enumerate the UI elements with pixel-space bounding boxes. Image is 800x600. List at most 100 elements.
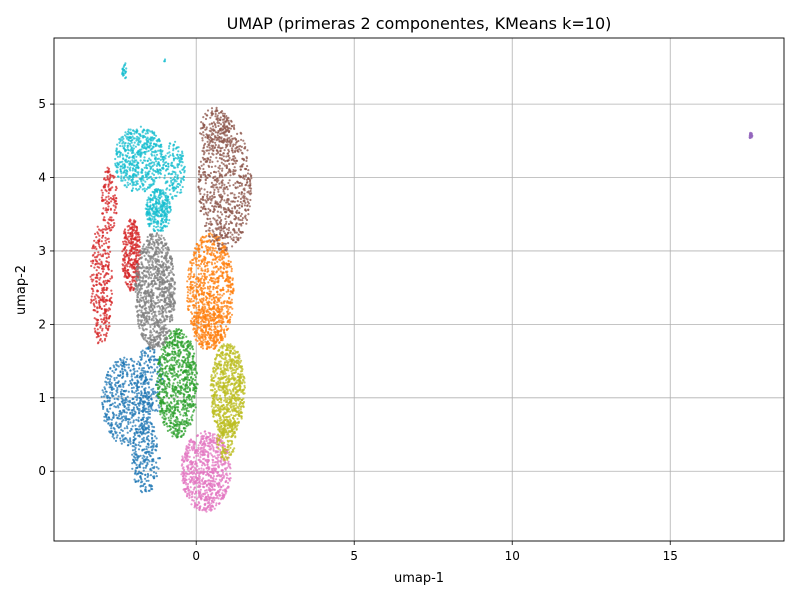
cluster-2-point (168, 365, 171, 368)
cluster-0-point (153, 475, 156, 478)
cluster-5-point (243, 147, 246, 150)
cluster-0-point (147, 479, 150, 482)
cluster-5-point (226, 119, 229, 122)
cluster-0-point (132, 413, 135, 416)
cluster-3-point (94, 232, 97, 235)
cluster-2-point (173, 404, 176, 407)
cluster-5-point (239, 214, 242, 218)
cluster-3-point (105, 316, 108, 320)
cluster-1-point (195, 320, 198, 323)
cluster-3-point (106, 260, 109, 263)
cluster-5-point (200, 206, 203, 209)
cluster-3-point (114, 200, 118, 203)
cluster-5-point (244, 184, 247, 187)
cluster-2-point (182, 383, 185, 386)
cluster-5-point (242, 139, 245, 142)
cluster-0-point (133, 360, 136, 363)
cluster-5-point (213, 179, 216, 182)
cluster-0-point (109, 397, 112, 400)
cluster-5-point (218, 172, 221, 175)
cluster-5-point (233, 166, 236, 169)
cluster-2-point (180, 329, 183, 332)
cluster-3-point (107, 184, 110, 187)
cluster-2-point (184, 383, 187, 386)
cluster-0-point (119, 359, 122, 362)
cluster-0-point (116, 404, 119, 407)
cluster-3-point (101, 244, 104, 247)
cluster-2-point (170, 372, 173, 375)
cluster-0-point (117, 360, 120, 363)
cluster-6-point (188, 478, 191, 481)
cluster-5-point (215, 205, 218, 208)
cluster-5-point (225, 173, 228, 176)
cluster-5-point (240, 205, 244, 208)
cluster-5-point (235, 217, 238, 220)
cluster-1-point (226, 266, 229, 269)
cluster-5-point (224, 143, 228, 146)
cluster-3-point (113, 208, 116, 212)
cluster-5-point (238, 184, 241, 188)
cluster-1-point (206, 267, 209, 271)
cluster-1-point (191, 280, 194, 283)
cluster-1-point (216, 301, 219, 304)
cluster-0-point (145, 347, 148, 350)
cluster-5-point (207, 198, 210, 202)
cluster-3-point (129, 245, 132, 248)
cluster-0-point (146, 382, 149, 385)
cluster-1-point (217, 284, 220, 287)
cluster-2-point (192, 368, 195, 371)
cluster-3-point (104, 178, 107, 182)
cluster-0-point (143, 354, 146, 357)
cluster-5-point (204, 179, 207, 182)
cluster-0-point (109, 367, 112, 370)
cluster-2-point (167, 397, 171, 400)
cluster-5-point (240, 182, 244, 185)
cluster-5-point (204, 112, 207, 115)
cluster-3-point (100, 284, 103, 287)
cluster-0-point (116, 416, 119, 419)
cluster-2-point (172, 347, 175, 350)
cluster-5-point (242, 188, 245, 191)
cluster-5-point (209, 172, 212, 175)
cluster-5-point (226, 152, 229, 155)
cluster-5-point (223, 116, 226, 119)
cluster-5-point (220, 199, 223, 202)
cluster-0-point (127, 406, 130, 409)
cluster-2-point (174, 429, 177, 432)
cluster-1-point (201, 307, 204, 310)
cluster-0-point (139, 489, 142, 492)
cluster-1-point (223, 254, 226, 257)
cluster-6-point (202, 470, 205, 473)
cluster-3-point (101, 327, 104, 330)
cluster-3-point (109, 314, 112, 318)
cluster-5-point (224, 130, 227, 133)
cluster-5-point (227, 215, 230, 219)
cluster-1-point (203, 250, 206, 253)
cluster-0-point (149, 455, 152, 458)
cluster-0-point (140, 440, 143, 444)
cluster-6-point (184, 471, 187, 474)
cluster-5-point (227, 181, 230, 185)
cluster-3-point (110, 181, 113, 184)
cluster-3-point (132, 247, 136, 250)
cluster-5-point (236, 209, 239, 212)
cluster-5-point (211, 132, 214, 135)
cluster-5-point (233, 124, 236, 127)
cluster-1-point (194, 247, 197, 250)
cluster-3-point (127, 268, 130, 272)
cluster-6-point (210, 454, 213, 457)
cluster-1-point (192, 304, 195, 307)
cluster-3-point (109, 303, 112, 306)
cluster-2-point (178, 374, 181, 377)
cluster-3-point (124, 272, 127, 275)
cluster-3-point (90, 298, 93, 301)
cluster-6-point (219, 475, 223, 478)
cluster-3-point (92, 302, 95, 305)
cluster-1-point (217, 276, 220, 279)
cluster-5-point (239, 197, 242, 200)
cluster-3-point (96, 290, 99, 293)
cluster-5-point (207, 207, 210, 210)
cluster-1-point (220, 339, 223, 342)
cluster-3-point (102, 318, 105, 321)
cluster-1-point (218, 341, 221, 344)
